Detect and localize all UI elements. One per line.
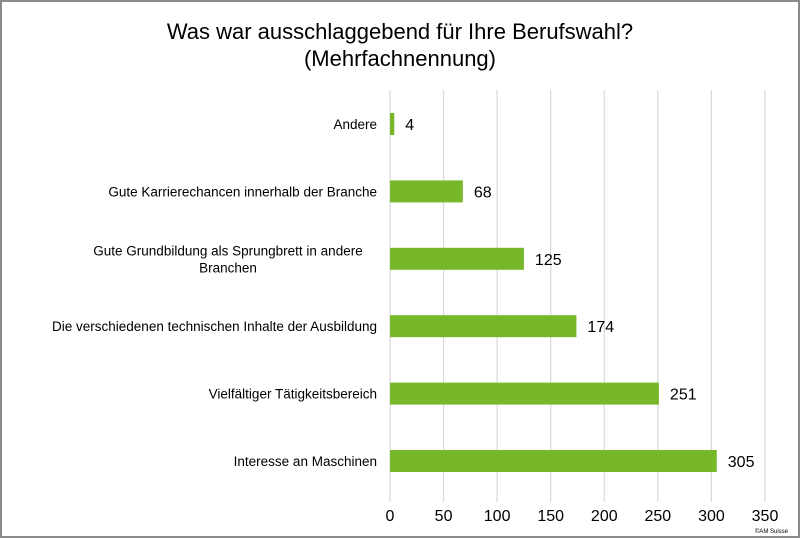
data-label: 4 <box>405 117 414 134</box>
category-label: Gute Karrierechancen innerhalb der Branc… <box>108 184 377 199</box>
x-tick-label: 200 <box>591 508 618 525</box>
data-label: 251 <box>670 387 697 404</box>
chart-title-line-1: Was war ausschlaggebend für Ihre Berufsw… <box>167 19 633 44</box>
chart-title-line-2: (Mehrfachnennung) <box>304 46 496 71</box>
category-label: Die verschiedenen technischen Inhalte de… <box>52 319 377 334</box>
category-label: Branchen <box>199 260 257 275</box>
category-label: Vielfältiger Tätigkeitsbereich <box>209 387 377 402</box>
category-label: Gute Grundbildung als Sprungbrett in and… <box>93 243 362 258</box>
x-tick-label: 300 <box>698 508 725 525</box>
x-tick-label: 100 <box>484 508 511 525</box>
bar <box>390 113 395 135</box>
x-tick-label: 350 <box>752 508 779 525</box>
x-tick-label: 50 <box>435 508 453 525</box>
data-label: 174 <box>587 319 614 336</box>
x-tick-label: 0 <box>386 508 395 525</box>
category-label: Interesse an Maschinen <box>234 454 377 469</box>
data-label: 68 <box>474 184 492 201</box>
data-label: 305 <box>728 454 755 471</box>
x-tick-label: 250 <box>645 508 672 525</box>
bar <box>390 247 524 270</box>
bar <box>390 450 717 472</box>
data-label: 125 <box>535 252 562 269</box>
bar <box>390 315 577 338</box>
bar <box>390 180 463 203</box>
category-label: Andere <box>333 117 377 132</box>
copyright: ©AM Suisse <box>755 528 789 535</box>
bar <box>390 382 659 405</box>
x-tick-label: 150 <box>537 508 564 525</box>
